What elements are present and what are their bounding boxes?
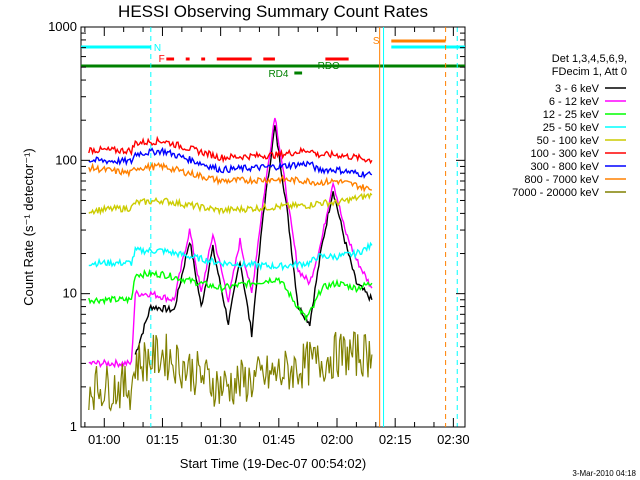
plot-content: NF S RDO RD4	[81, 27, 465, 427]
legend-label: 3 - 6 keV	[555, 83, 600, 95]
legend-label: 50 - 100 keV	[537, 135, 600, 147]
series-line-1	[134, 125, 373, 355]
axis-ticks: 1 10 100 1000 01:00 01:15 01:30 01:45 02:00 02:15…	[48, 19, 470, 447]
rdo-marker-label: RDO	[318, 61, 340, 72]
y-axis-label: Count Rate (s⁻¹ detector⁻¹)	[21, 148, 36, 306]
legend-header: FDecim 1, Att 0	[552, 66, 627, 78]
legend-label: 800 - 7000 keV	[524, 174, 599, 186]
legend-header: Det 1,3,4,5,6,9,	[552, 53, 627, 65]
rd4-marker-label: RD4	[268, 69, 288, 80]
night-marker-label: N	[154, 43, 161, 54]
legend-label: 12 - 25 keV	[543, 109, 600, 121]
legend: Det 1,3,4,5,6,9,FDecim 1, Att 0 3 - 6 keV…	[512, 53, 627, 199]
series-line-4	[88, 241, 373, 272]
x-tick-label: 02:00	[321, 432, 354, 447]
flare-marker-label: F	[159, 54, 165, 65]
series-line-8	[88, 161, 372, 193]
x-tick-label: 02:30	[437, 432, 470, 447]
footnote: 3-Mar-2010 04:18	[572, 469, 636, 478]
series-line-5	[88, 192, 373, 216]
legend-label: 300 - 800 keV	[531, 161, 600, 173]
series-line-3	[88, 268, 373, 323]
saa-marker-label: S	[373, 36, 380, 47]
y-tick-label: 10	[63, 286, 77, 301]
x-axis-label: Start Time (19-Dec-07 00:54:02)	[180, 456, 366, 471]
x-tick-label: 02:15	[379, 432, 412, 447]
series-line-7	[88, 146, 373, 179]
chart-title: HESSI Observing Summary Count Rates	[118, 2, 428, 21]
legend-label: 100 - 300 keV	[531, 148, 600, 160]
legend-label: 25 - 50 keV	[543, 122, 600, 134]
x-tick-label: 01:15	[146, 432, 179, 447]
y-tick-label: 1000	[48, 19, 77, 34]
y-tick-label: 100	[55, 152, 77, 167]
legend-label: 6 - 12 keV	[549, 96, 600, 108]
y-tick-label: 1	[70, 419, 77, 434]
plot-frame	[80, 26, 466, 428]
series-line-6	[88, 135, 373, 165]
x-tick-label: 01:45	[263, 432, 296, 447]
series-line-9	[88, 331, 373, 412]
x-tick-label: 01:00	[88, 432, 121, 447]
x-tick-label: 01:30	[204, 432, 237, 447]
legend-label: 7000 - 20000 keV	[512, 187, 600, 199]
